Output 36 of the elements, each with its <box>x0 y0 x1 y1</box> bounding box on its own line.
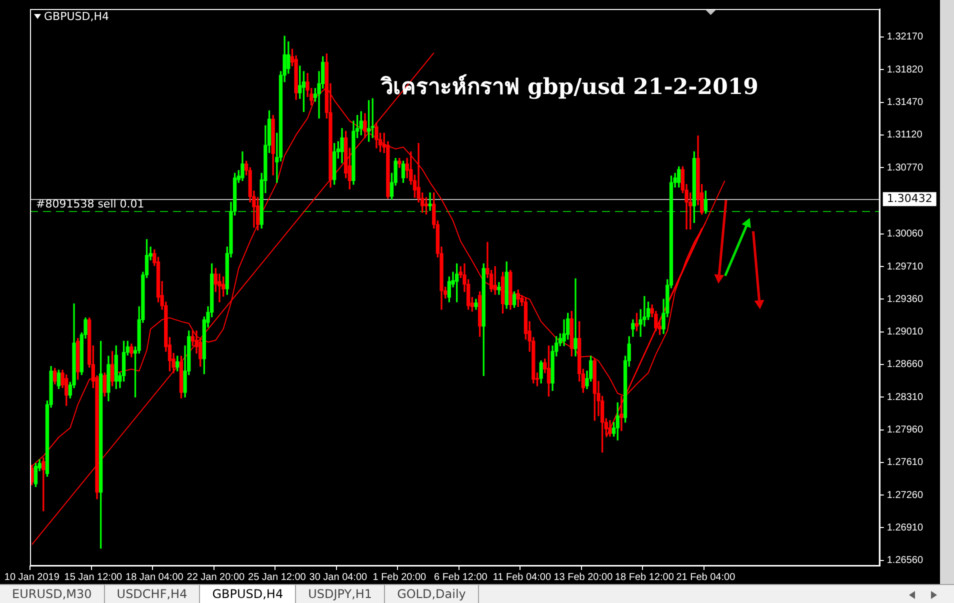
y-tick-label: 1.29360 <box>886 294 924 305</box>
y-tick-label: 1.31820 <box>886 64 924 76</box>
y-tick-label: 1.27610 <box>886 457 924 468</box>
x-tick-label: 18 Jan 04:00 <box>126 572 184 583</box>
y-tick-label: 1.30770 <box>886 162 924 174</box>
annotation: GBPUSD,H4 <box>44 10 109 23</box>
text: EURUSD,M30 <box>0 585 105 603</box>
y-tick-label: 1.30060 <box>886 228 924 240</box>
text: USDJPY,H1 <box>296 585 386 603</box>
x-tick-label: 30 Jan 04:00 <box>309 572 368 583</box>
x-tick-label: 21 Feb 04:00 <box>676 572 736 583</box>
x-tick-label: 18 Feb 12:00 <box>614 572 674 583</box>
ref-line-label: #8091538 sell 0.01 <box>36 197 144 210</box>
y-tick-label: 1.26910 <box>886 522 924 534</box>
x-tick-label: 6 Feb 12:00 <box>434 572 488 583</box>
ref-line-label: 1.30432 <box>886 192 932 206</box>
x-tick-label: 22 Jan 20:00 <box>186 572 246 583</box>
y-tick-label: 1.29710 <box>886 261 924 272</box>
x-tick-label: 11 Feb 04:00 <box>492 572 552 583</box>
y-tick-label: 1.31120 <box>886 130 923 141</box>
text: USDCHF,H4 <box>104 585 200 603</box>
text: GOLD,Daily <box>385 585 479 603</box>
x-tick-label: 25 Jan 12:00 <box>248 572 306 583</box>
y-tick-label: 1.29010 <box>886 326 924 338</box>
y-tick-label: 1.27260 <box>886 490 924 501</box>
y-tick-label: 1.26560 <box>886 555 924 566</box>
y-tick-label: 1.28310 <box>886 392 924 403</box>
x-tick-label: 13 Feb 20:00 <box>554 572 614 583</box>
x-tick-label: 10 Jan 2019 <box>4 572 60 583</box>
y-tick-label: 1.27960 <box>886 424 924 436</box>
x-tick-label: 1 Feb 20:00 <box>372 572 427 583</box>
y-tick-label: 1.31470 <box>886 97 924 108</box>
y-tick-label: 1.32170 <box>886 32 924 43</box>
x-tick-label: 15 Jan 12:00 <box>64 572 123 583</box>
y-tick-label: 1.28660 <box>886 359 924 370</box>
text: GBPUSD,H4 <box>200 585 296 603</box>
